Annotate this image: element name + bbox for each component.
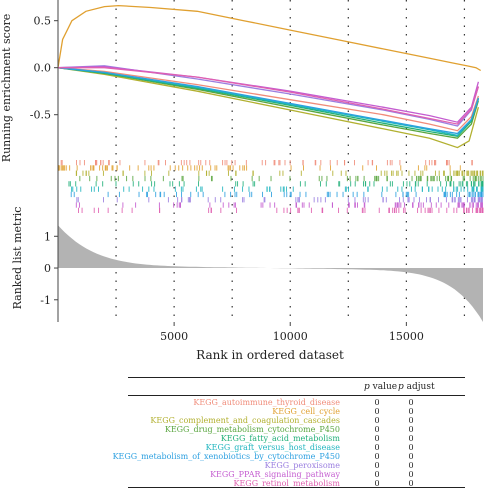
legend-pvalue: 0 [374,470,380,479]
legend-row: KEGG_autoimmune_thyroid_disease 0 0 [128,398,465,407]
es-curve-kegg-complement-and-coagulation-cascades [57,67,480,149]
rug-row-kegg-graft-versus-host-disease [71,186,484,192]
ranked-metric-area [58,225,483,322]
legend-pathway-name: KEGG_retinol_metabolism [233,479,340,488]
es-curve-kegg-ppar-signaling-pathway [57,66,480,123]
legend-pathway-name: KEGG_complement_and_coagulation_cascades [150,416,340,425]
legend-padjust: 0 [408,479,414,488]
table-bottom-rule [128,487,465,488]
pvalue-header: p value [364,382,398,392]
legend-padjust: 0 [408,425,414,434]
x-tick-label: 10000 [273,330,308,343]
table-top-rule [128,377,465,378]
legend-row: KEGG_peroxisome 0 0 [128,461,465,470]
legend-pathway-name: KEGG_metabolism_of_xenobiotics_by_cytoch… [112,452,340,461]
es-curve-kegg-autoimmune-thyroid-disease [57,67,480,132]
ranked-metric-panel: 1 0 -1 [40,225,483,322]
legend-pvalue: 0 [374,461,380,470]
legend-row: KEGG_PPAR_signaling_pathway 0 0 [128,470,465,479]
pathway-legend-table: p value p adjust KEGG_autoimmune_thyroid… [113,377,465,489]
legend-pvalue: 0 [374,416,380,425]
legend-padjust: 0 [408,407,414,416]
legend-row: KEGG_cell_cycle 0 0 [128,407,465,416]
es-curve-kegg-retinol-metabolism [58,67,480,125]
rug-row-kegg-drug-metabolism-cytochrome-p450 [79,175,484,182]
legend-padjust: 0 [408,434,414,443]
legend-pathway-name: KEGG_fatty_acid_metabolism [220,434,340,443]
legend-pathway-name: KEGG_cell_cycle [272,407,340,416]
legend-row: KEGG_metabolism_of_xenobiotics_by_cytoch… [113,452,465,461]
rug-row-kegg-fatty-acid-metabolism [68,181,484,187]
legend-pvalue: 0 [374,443,380,452]
legend-padjust: 0 [408,416,414,425]
rug-row-kegg-cell-cycle [57,165,461,171]
rug-row-kegg-ppar-signaling-pathway [75,202,483,208]
rug-row-kegg-metabolism-of-xenobiotics-by-cytochrome-p450 [70,191,484,198]
rug-row-kegg-autoimmune-thyroid-disease [60,160,473,166]
legend-row: KEGG_retinol_metabolism 0 0 [128,479,465,488]
metric-y-axis-label: Ranked list metric [11,207,24,310]
metric-y-tick-label: -1 [40,294,51,307]
legend-pathway-name: KEGG_graft_versus_host_disease [205,443,340,452]
es-curve-kegg-fatty-acid-metabolism [57,67,480,137]
es-curve-kegg-cell-cycle [57,4,482,72]
x-tick-label: 15000 [389,330,424,343]
x-axis-label: Rank in ordered dataset [196,348,344,362]
legend-row: KEGG_complement_and_coagulation_cascades… [128,416,465,425]
legend-pvalue: 0 [374,452,380,461]
gene-hit-rug-panel [57,160,484,213]
legend-pathway-name: KEGG_autoimmune_thyroid_disease [193,398,340,407]
legend-pvalue: 0 [374,425,380,434]
legend-pathway-name: KEGG_peroxisome [264,461,340,470]
rug-row-kegg-complement-and-coagulation-cascades [75,170,484,176]
metric-y-tick-label: 0 [44,262,51,275]
es-y-tick-label: 0.5 [34,15,52,28]
metric-y-tick-label: 1 [44,230,51,243]
legend-pvalue: 0 [374,398,380,407]
x-tick-label: 5000 [160,330,188,343]
rug-row-kegg-peroxisome [76,197,483,203]
legend-row: KEGG_drug_metabolism_cytochrome_P450 0 0 [128,425,465,434]
legend-padjust: 0 [408,470,414,479]
rug-row-kegg-retinol-metabolism [78,207,484,213]
legend-padjust: 0 [408,452,414,461]
legend-padjust: 0 [408,398,414,407]
x-axis: 5000 10000 15000 [57,0,424,343]
es-y-tick-label: -0.5 [30,109,51,122]
legend-padjust: 0 [408,461,414,470]
legend-padjust: 0 [408,443,414,452]
table-header-rule [128,395,465,396]
legend-pathway-name: KEGG_PPAR_signaling_pathway [210,470,340,479]
legend-row: KEGG_graft_versus_host_disease 0 0 [128,443,465,452]
legend-pvalue: 0 [374,434,380,443]
legend-pathway-name: KEGG_drug_metabolism_cytochrome_P450 [164,425,340,434]
legend-pvalue: 0 [374,407,380,416]
es-curve-kegg-metabolism-of-xenobiotics-by-cytochrome-p450 [57,67,480,135]
padjust-header: p adjust [398,382,435,392]
es-y-axis-label: Running enrichment score [0,14,13,162]
legend-row: KEGG_fatty_acid_metabolism 0 0 [128,434,465,443]
legend-pvalue: 0 [374,479,380,488]
enrichment-score-panel: 0.5 0.0 -0.5 [30,0,482,322]
es-y-tick-label: 0.0 [34,62,52,75]
